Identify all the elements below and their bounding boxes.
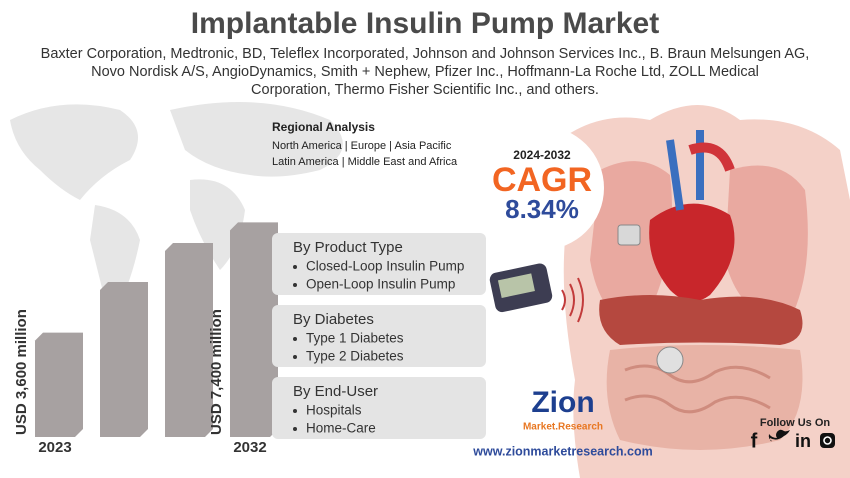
value-label: USD 7,400 million <box>208 309 225 435</box>
bar-decor <box>165 243 213 437</box>
title: Implantable Insulin Pump Market <box>191 7 659 40</box>
logo-top: Zion <box>531 386 594 419</box>
regional-line: Latin America | Middle East and Africa <box>272 156 458 168</box>
segment-panel <box>272 305 486 367</box>
twitter-icon[interactable] <box>768 429 790 442</box>
bar-decor <box>100 282 148 437</box>
bullet <box>293 265 297 269</box>
world-map <box>10 102 343 320</box>
bullet <box>293 355 297 359</box>
cagr-period: 2024-2032 <box>513 148 571 162</box>
segment-item: Type 2 Diabetes <box>306 349 404 364</box>
linkedin-icon[interactable]: in <box>795 431 811 451</box>
year-label: 2032 <box>233 439 266 456</box>
regional-title: Regional Analysis <box>272 120 375 134</box>
segment-title: By End-User <box>293 383 378 400</box>
segment-panel <box>272 233 486 295</box>
facebook-icon[interactable]: f <box>751 430 758 452</box>
companies-line: Baxter Corporation, Medtronic, BD, Telef… <box>41 46 810 62</box>
cagr-label: CAGR <box>492 161 592 199</box>
segment-title: By Product Type <box>293 239 403 256</box>
follow-title: Follow Us On <box>760 417 831 429</box>
companies-line: Corporation, Thermo Fisher Scientific In… <box>251 82 599 98</box>
bullet <box>293 427 297 431</box>
cagr-badge <box>480 126 604 250</box>
logo-bottom: Market.Research <box>523 422 603 433</box>
segment-item: Closed-Loop Insulin Pump <box>306 259 464 274</box>
anatomy-illustration <box>489 105 850 478</box>
cagr-value: 8.34% <box>505 194 579 224</box>
year-label: 2023 <box>38 439 71 456</box>
companies-line: Novo Nordisk A/S, AngioDynamics, Smith +… <box>91 64 759 80</box>
value-label: USD 3,600 million <box>13 309 30 435</box>
website-url[interactable]: www.zionmarketresearch.com <box>472 444 652 458</box>
segment-item: Type 1 Diabetes <box>306 331 404 346</box>
bar <box>35 332 83 437</box>
instagram-icon[interactable] <box>820 433 835 448</box>
segment-title: By Diabetes <box>293 311 374 328</box>
segment-item: Open-Loop Insulin Pump <box>306 277 455 292</box>
bullet <box>293 409 297 413</box>
regional-line: North America | Europe | Asia Pacific <box>272 140 452 152</box>
bullet <box>293 283 297 287</box>
bullet <box>293 337 297 341</box>
segment-item: Hospitals <box>306 403 362 418</box>
bar <box>230 222 278 437</box>
segment-item: Home-Care <box>306 421 376 436</box>
segment-panel <box>272 377 486 439</box>
